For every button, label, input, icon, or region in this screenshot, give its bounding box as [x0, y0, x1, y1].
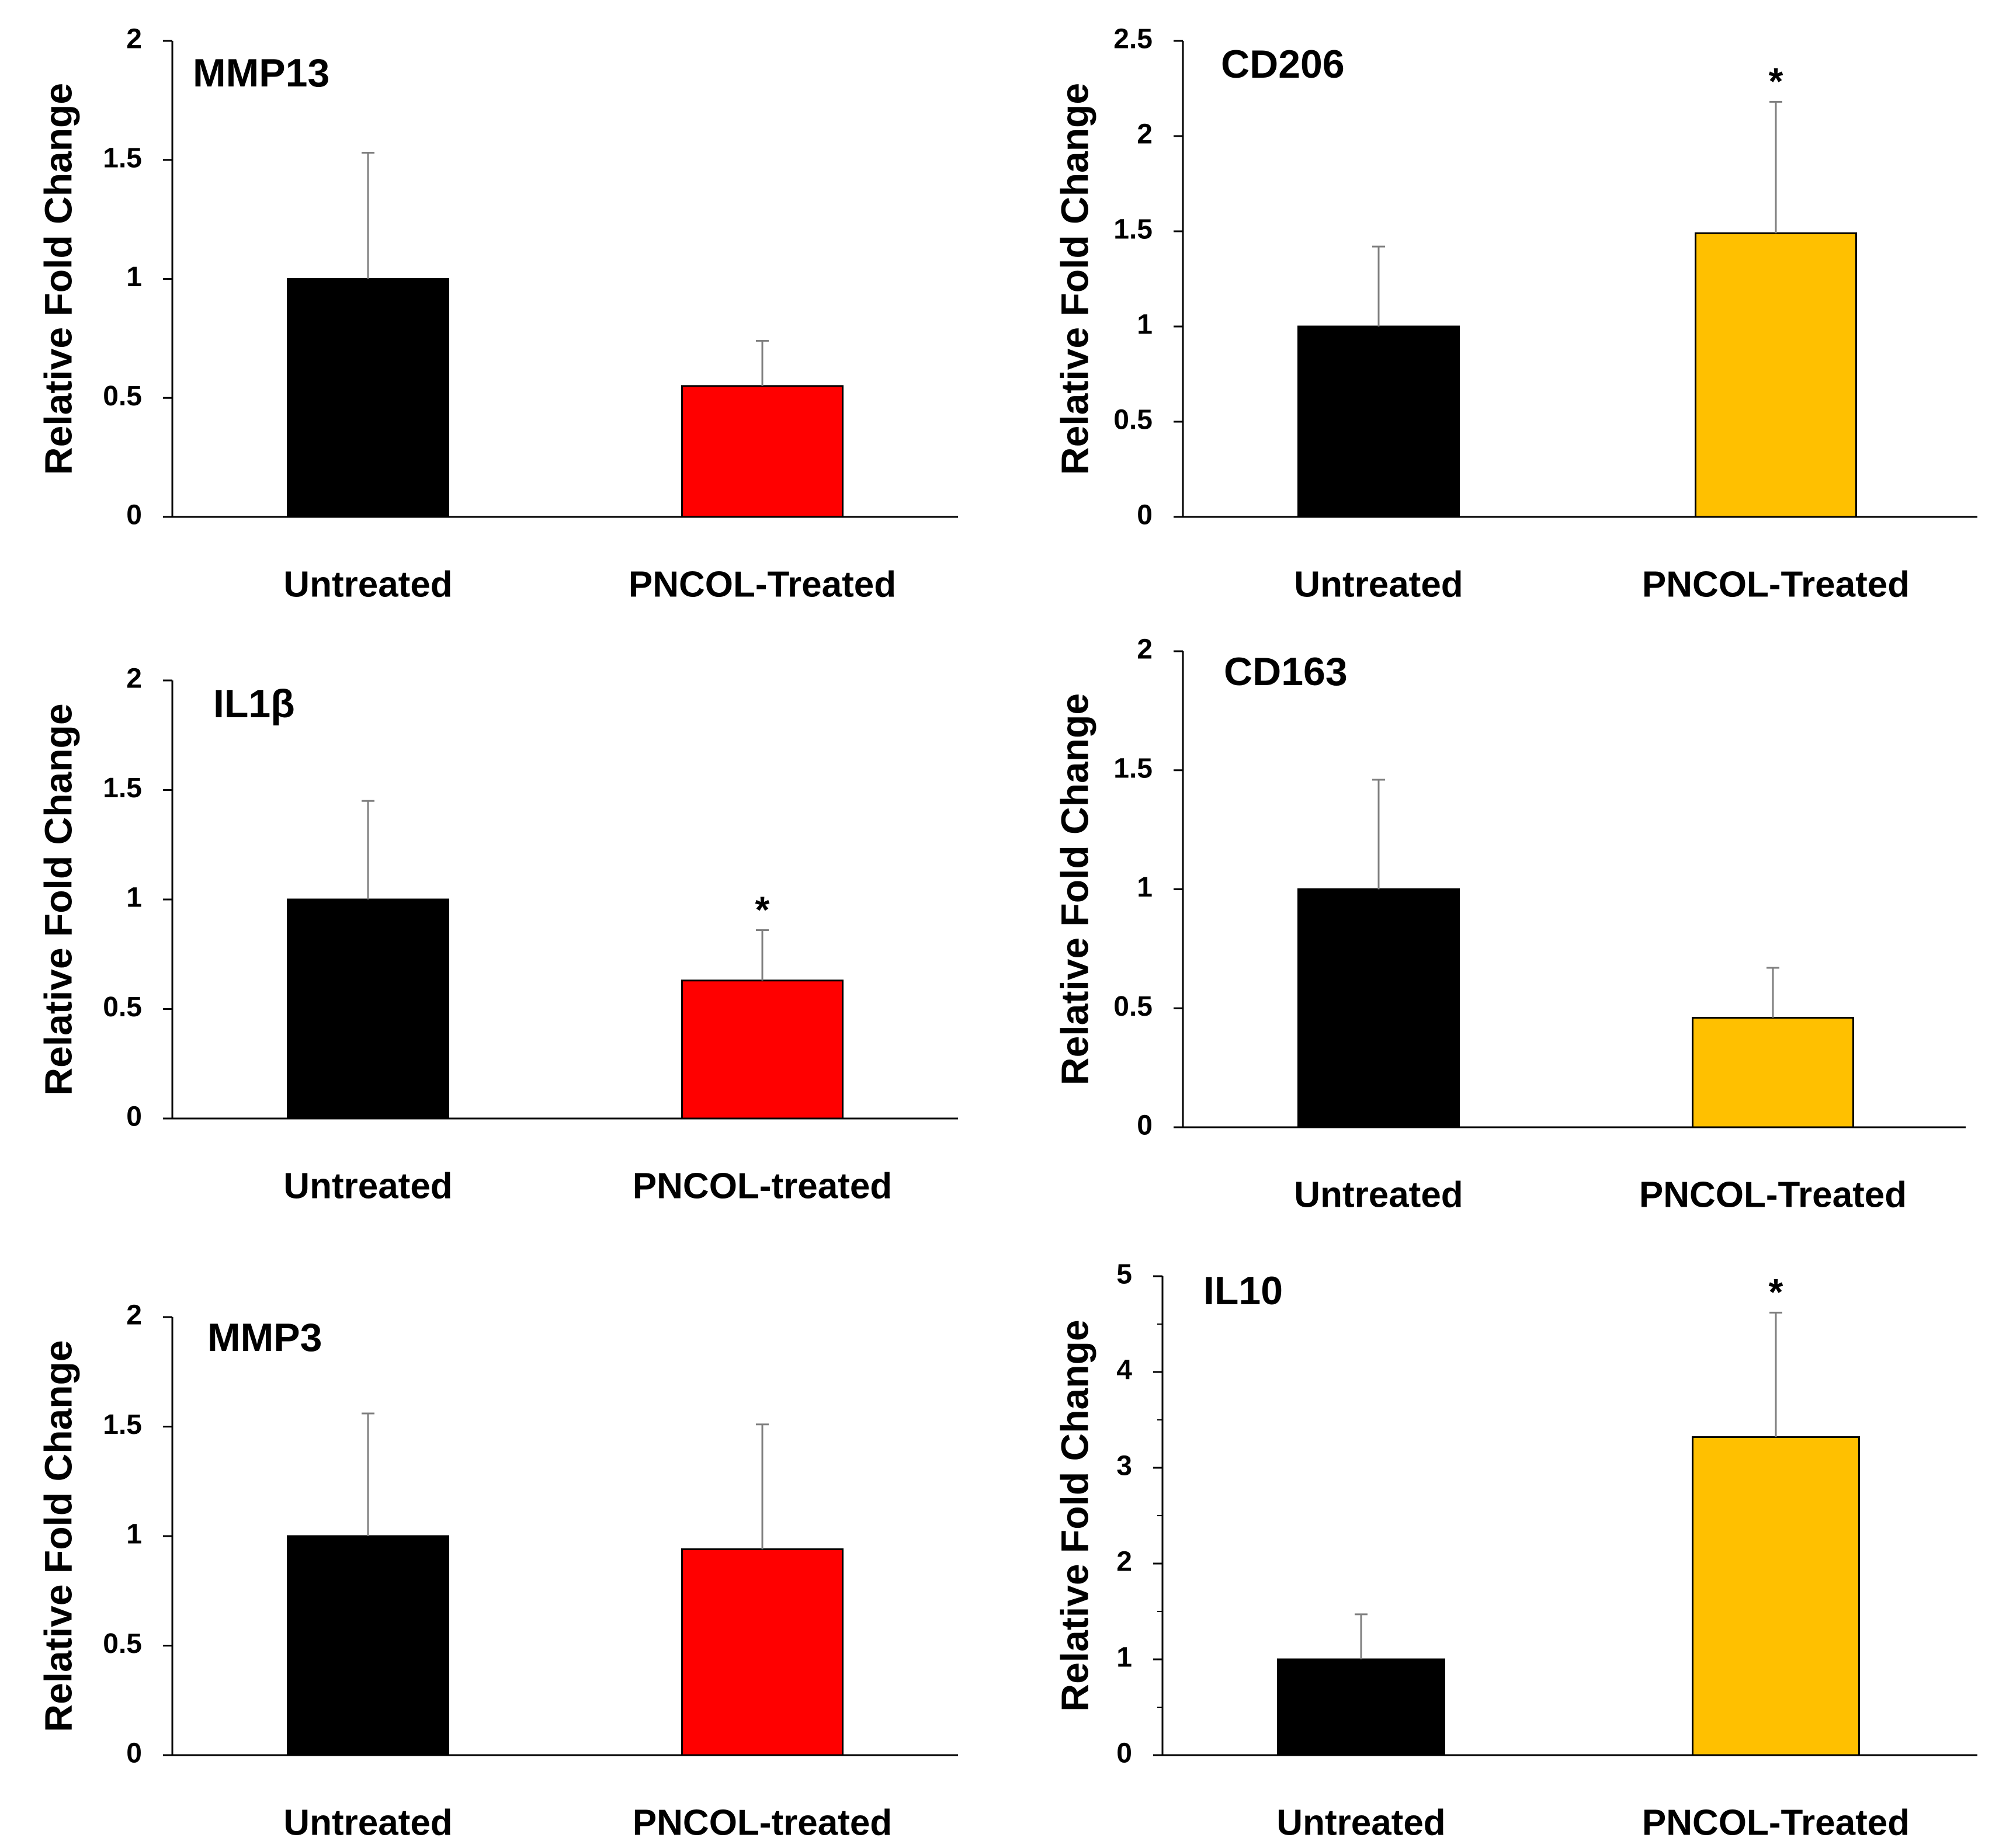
y-axis-title: Relative Fold Change [1053, 1319, 1096, 1711]
panel-title: IL10 [1203, 1269, 1283, 1313]
category-label: PNCOL-Treated [1642, 1802, 1910, 1843]
y-tick-label: 1 [1116, 1642, 1132, 1673]
bar-untreated [1297, 325, 1460, 518]
y-tick-label: 1.5 [1113, 753, 1153, 784]
y-tick-label: 1 [126, 883, 142, 913]
bar-pncol-treated [1692, 1436, 1860, 1756]
chart-panel-1: Relative Fold Change 0 0.5 1 1.5 2 Untreated PN… [36, 24, 958, 605]
bar-pncol-treated [681, 979, 844, 1120]
y-axis-title: Relative Fold Change [36, 703, 79, 1095]
y-tick-label: 0 [1137, 1110, 1153, 1141]
category-label: Untreated [283, 1802, 452, 1843]
chart-panel-2: Relative Fold Change 0 0.5 1 1.5 2 2.5 Untreate… [1053, 24, 1977, 605]
panel-title: CD206 [1221, 42, 1345, 86]
chart-panel-5: Relative Fold Change 0 0.5 1 1.5 2 Untreated PN… [36, 1300, 958, 1843]
y-tick-label: 0 [126, 1738, 142, 1769]
y-tick-label: 2 [126, 664, 142, 694]
y-tick-label: 1.5 [1113, 214, 1153, 245]
category-label: PNCOL-Treated [1639, 1175, 1907, 1215]
y-tick-label: 1 [1137, 310, 1153, 341]
panel-title: IL1β [213, 682, 295, 726]
y-tick-label: 0.5 [1113, 991, 1153, 1022]
category-label: PNCOL-Treated [629, 564, 896, 605]
category-label: PNCOL-treated [633, 1802, 892, 1843]
bar-pncol-treated [1695, 232, 1857, 518]
y-axis-title: Relative Fold Change [36, 1340, 79, 1732]
y-tick-label: 2.5 [1113, 24, 1153, 55]
category-label: Untreated [1294, 1175, 1463, 1215]
significance-asterisk: * [1769, 1271, 1783, 1313]
y-tick-label: 1.5 [103, 143, 142, 173]
y-tick-label: 0.5 [103, 1628, 142, 1659]
y-tick-label: 0.5 [103, 381, 142, 412]
y-tick-label: 0 [1116, 1738, 1132, 1769]
y-tick-label: 4 [1116, 1355, 1132, 1386]
y-tick-label: 5 [1116, 1259, 1132, 1290]
category-label: Untreated [283, 564, 452, 605]
panel-title: CD163 [1224, 649, 1348, 694]
y-tick-label: 1 [126, 1519, 142, 1550]
category-label: PNCOL-treated [633, 1166, 892, 1206]
bar-untreated [287, 1535, 449, 1756]
bar-untreated [1277, 1658, 1445, 1756]
y-tick-label: 2 [126, 1300, 142, 1331]
chart-panel-6: Relative Fold Change 0 1 2 3 4 5 Untreated * PNCO… [1053, 1259, 1977, 1843]
panel-title: MMP13 [193, 51, 329, 95]
y-tick-label: 1.5 [103, 1409, 142, 1440]
bar-pncol-treated [681, 385, 844, 518]
y-axis-title: Relative Fold Change [1053, 693, 1096, 1085]
bar-untreated [1297, 888, 1460, 1128]
bar-untreated [287, 278, 449, 518]
y-tick-label: 0.5 [1113, 405, 1153, 436]
y-tick-label: 2 [1116, 1547, 1132, 1578]
y-tick-label: 2 [126, 24, 142, 55]
y-axis-title: Relative Fold Change [36, 83, 79, 475]
y-tick-label: 1.5 [103, 773, 142, 804]
category-label: Untreated [1294, 564, 1463, 605]
significance-asterisk: * [1769, 60, 1783, 102]
bar-untreated [287, 898, 449, 1120]
category-label: PNCOL-Treated [1642, 564, 1910, 605]
y-tick-label: 0.5 [103, 992, 142, 1023]
y-tick-label: 0 [126, 1102, 142, 1133]
y-tick-label: 3 [1116, 1451, 1132, 1482]
chart-panel-3: Relative Fold Change 0 0.5 1 1.5 2 Untreated * P… [36, 664, 958, 1206]
y-tick-label: 1 [126, 262, 142, 293]
y-tick-label: 2 [1137, 634, 1153, 665]
y-tick-label: 0 [126, 500, 142, 531]
y-tick-label: 2 [1137, 119, 1153, 150]
category-label: Untreated [1276, 1802, 1445, 1843]
category-label: Untreated [283, 1166, 452, 1206]
chart-panel-4: Relative Fold Change 0 0.5 1 1.5 2 Untreated PN… [1053, 634, 1966, 1215]
y-tick-label: 0 [1137, 500, 1153, 531]
y-axis-title: Relative Fold Change [1053, 83, 1096, 475]
bar-pncol-treated [681, 1548, 844, 1756]
y-tick-label: 1 [1137, 872, 1153, 903]
significance-asterisk: * [755, 888, 770, 930]
panel-title: MMP3 [207, 1315, 322, 1360]
bar-pncol-treated [1692, 1017, 1854, 1128]
